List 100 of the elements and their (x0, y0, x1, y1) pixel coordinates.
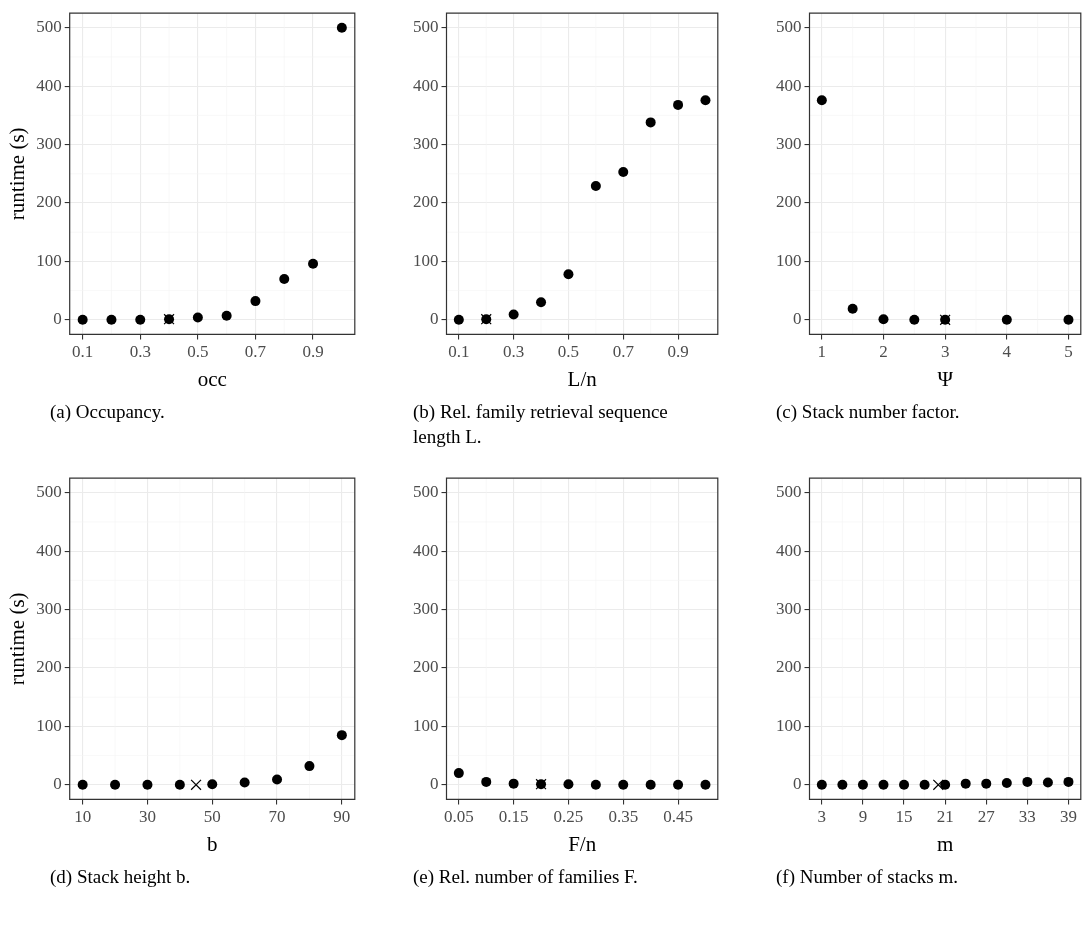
y-tick-label: 0 (793, 309, 802, 329)
x-axis-title: L/n (567, 366, 598, 391)
x-axis-title: Ψ (937, 366, 954, 391)
point (272, 774, 283, 785)
y-tick-label: 100 (413, 250, 439, 270)
point (77, 314, 88, 325)
y-tick-label: 100 (776, 250, 802, 270)
point (308, 258, 319, 269)
x-tick-label: 50 (203, 807, 221, 827)
y-tick-label: 200 (36, 657, 62, 677)
x-tick-label: 0.25 (553, 807, 584, 827)
y-tick-label: 300 (36, 134, 62, 154)
point (590, 181, 601, 192)
x-tick-label: 0.15 (498, 807, 529, 827)
point (1001, 314, 1012, 325)
y-tick-label: 400 (36, 540, 62, 560)
y-tick-label: 100 (36, 715, 62, 735)
y-tick-label: 500 (776, 17, 802, 37)
y-tick-label: 300 (776, 599, 802, 619)
text: (a) Occupancy. (50, 400, 166, 424)
y-tick-label: 400 (776, 540, 802, 560)
y-tick-label: 200 (776, 657, 802, 677)
point (110, 779, 121, 790)
y-tick-label: 400 (413, 75, 439, 95)
y-tick-label: 500 (36, 482, 62, 502)
point (207, 779, 218, 790)
y-tick-label: 0 (53, 774, 62, 794)
x-tick-label: 0.05 (443, 807, 474, 827)
point (174, 779, 185, 790)
x-tick-label: 2 (879, 342, 888, 362)
point (250, 296, 261, 307)
point (279, 273, 290, 284)
y-axis-title: runtime (s) (5, 127, 30, 221)
point (816, 95, 827, 106)
x-tick-label: 0.5 (187, 342, 209, 362)
point (142, 779, 153, 790)
point (221, 310, 232, 321)
x-tick-label: 0.7 (612, 342, 635, 362)
y-tick-label: 400 (776, 75, 802, 95)
point (1063, 314, 1074, 325)
y-tick-label: 400 (413, 540, 439, 560)
x-tick-label: 90 (333, 807, 351, 827)
x-tick-label: 0.9 (667, 342, 689, 362)
y-tick-label: 0 (430, 774, 439, 794)
x-axis-title: F/n (568, 831, 597, 856)
y-tick-label: 0 (430, 309, 439, 329)
text: (d) Stack height b. (50, 865, 192, 889)
y-tick-label: 300 (413, 134, 439, 154)
y-tick-label: 100 (776, 715, 802, 735)
text: (b) Rel. family retrieval sequence length L. (413, 400, 669, 449)
y-tick-label: 100 (413, 715, 439, 735)
point (645, 117, 656, 128)
point (106, 314, 117, 325)
point (239, 777, 250, 788)
y-tick-label: 200 (36, 192, 62, 212)
x-tick-label: 3 (940, 342, 950, 362)
point (453, 314, 464, 325)
point (192, 312, 203, 323)
y-tick-label: 500 (776, 482, 802, 502)
x-tick-label: 0.45 (663, 807, 693, 827)
y-tick-label: 200 (413, 657, 439, 677)
x-tick-label: 9 (858, 807, 868, 827)
x-tick-label: 4 (1002, 342, 1012, 362)
x-tick-label: 0.35 (608, 807, 639, 827)
x-tick-label: 27 (977, 807, 996, 827)
y-tick-label: 400 (36, 75, 62, 95)
y-tick-label: 500 (413, 482, 439, 502)
x-tick-label: 0.7 (244, 342, 267, 362)
x-tick-label: 70 (268, 807, 286, 827)
point (304, 761, 315, 772)
x-tick-label: 0.3 (129, 342, 151, 362)
x-tick-label: 30 (138, 807, 156, 827)
x-axis-title: m (936, 831, 954, 856)
y-tick-label: 200 (413, 192, 439, 212)
x-tick-label: 33 (1018, 807, 1036, 827)
x-axis-title: occ (197, 366, 227, 391)
x-tick-label: 39 (1059, 807, 1077, 827)
y-tick-label: 300 (776, 134, 802, 154)
x-tick-label: 0.9 (302, 342, 324, 362)
y-tick-label: 100 (36, 250, 62, 270)
point (618, 167, 629, 178)
y-tick-label: 500 (413, 17, 439, 37)
x-axis-title: b (207, 831, 218, 856)
point (336, 730, 347, 741)
x-tick-label: 0.1 (72, 342, 94, 362)
x-tick-label: 0.3 (503, 342, 525, 362)
point (190, 779, 202, 791)
point (135, 314, 146, 325)
text: (e) Rel. number of families F. (413, 865, 639, 889)
point (536, 297, 547, 308)
x-tick-label: 10 (74, 807, 92, 827)
x-tick-label: 3 (817, 807, 827, 827)
x-tick-label: 0.5 (557, 342, 580, 362)
point (336, 22, 347, 33)
point (847, 303, 858, 314)
point (909, 314, 920, 325)
y-axis-title: runtime (s) (5, 592, 30, 686)
x-tick-label: 1 (817, 342, 827, 362)
text: (c) Stack number factor. (776, 400, 961, 424)
y-tick-label: 300 (36, 599, 62, 619)
